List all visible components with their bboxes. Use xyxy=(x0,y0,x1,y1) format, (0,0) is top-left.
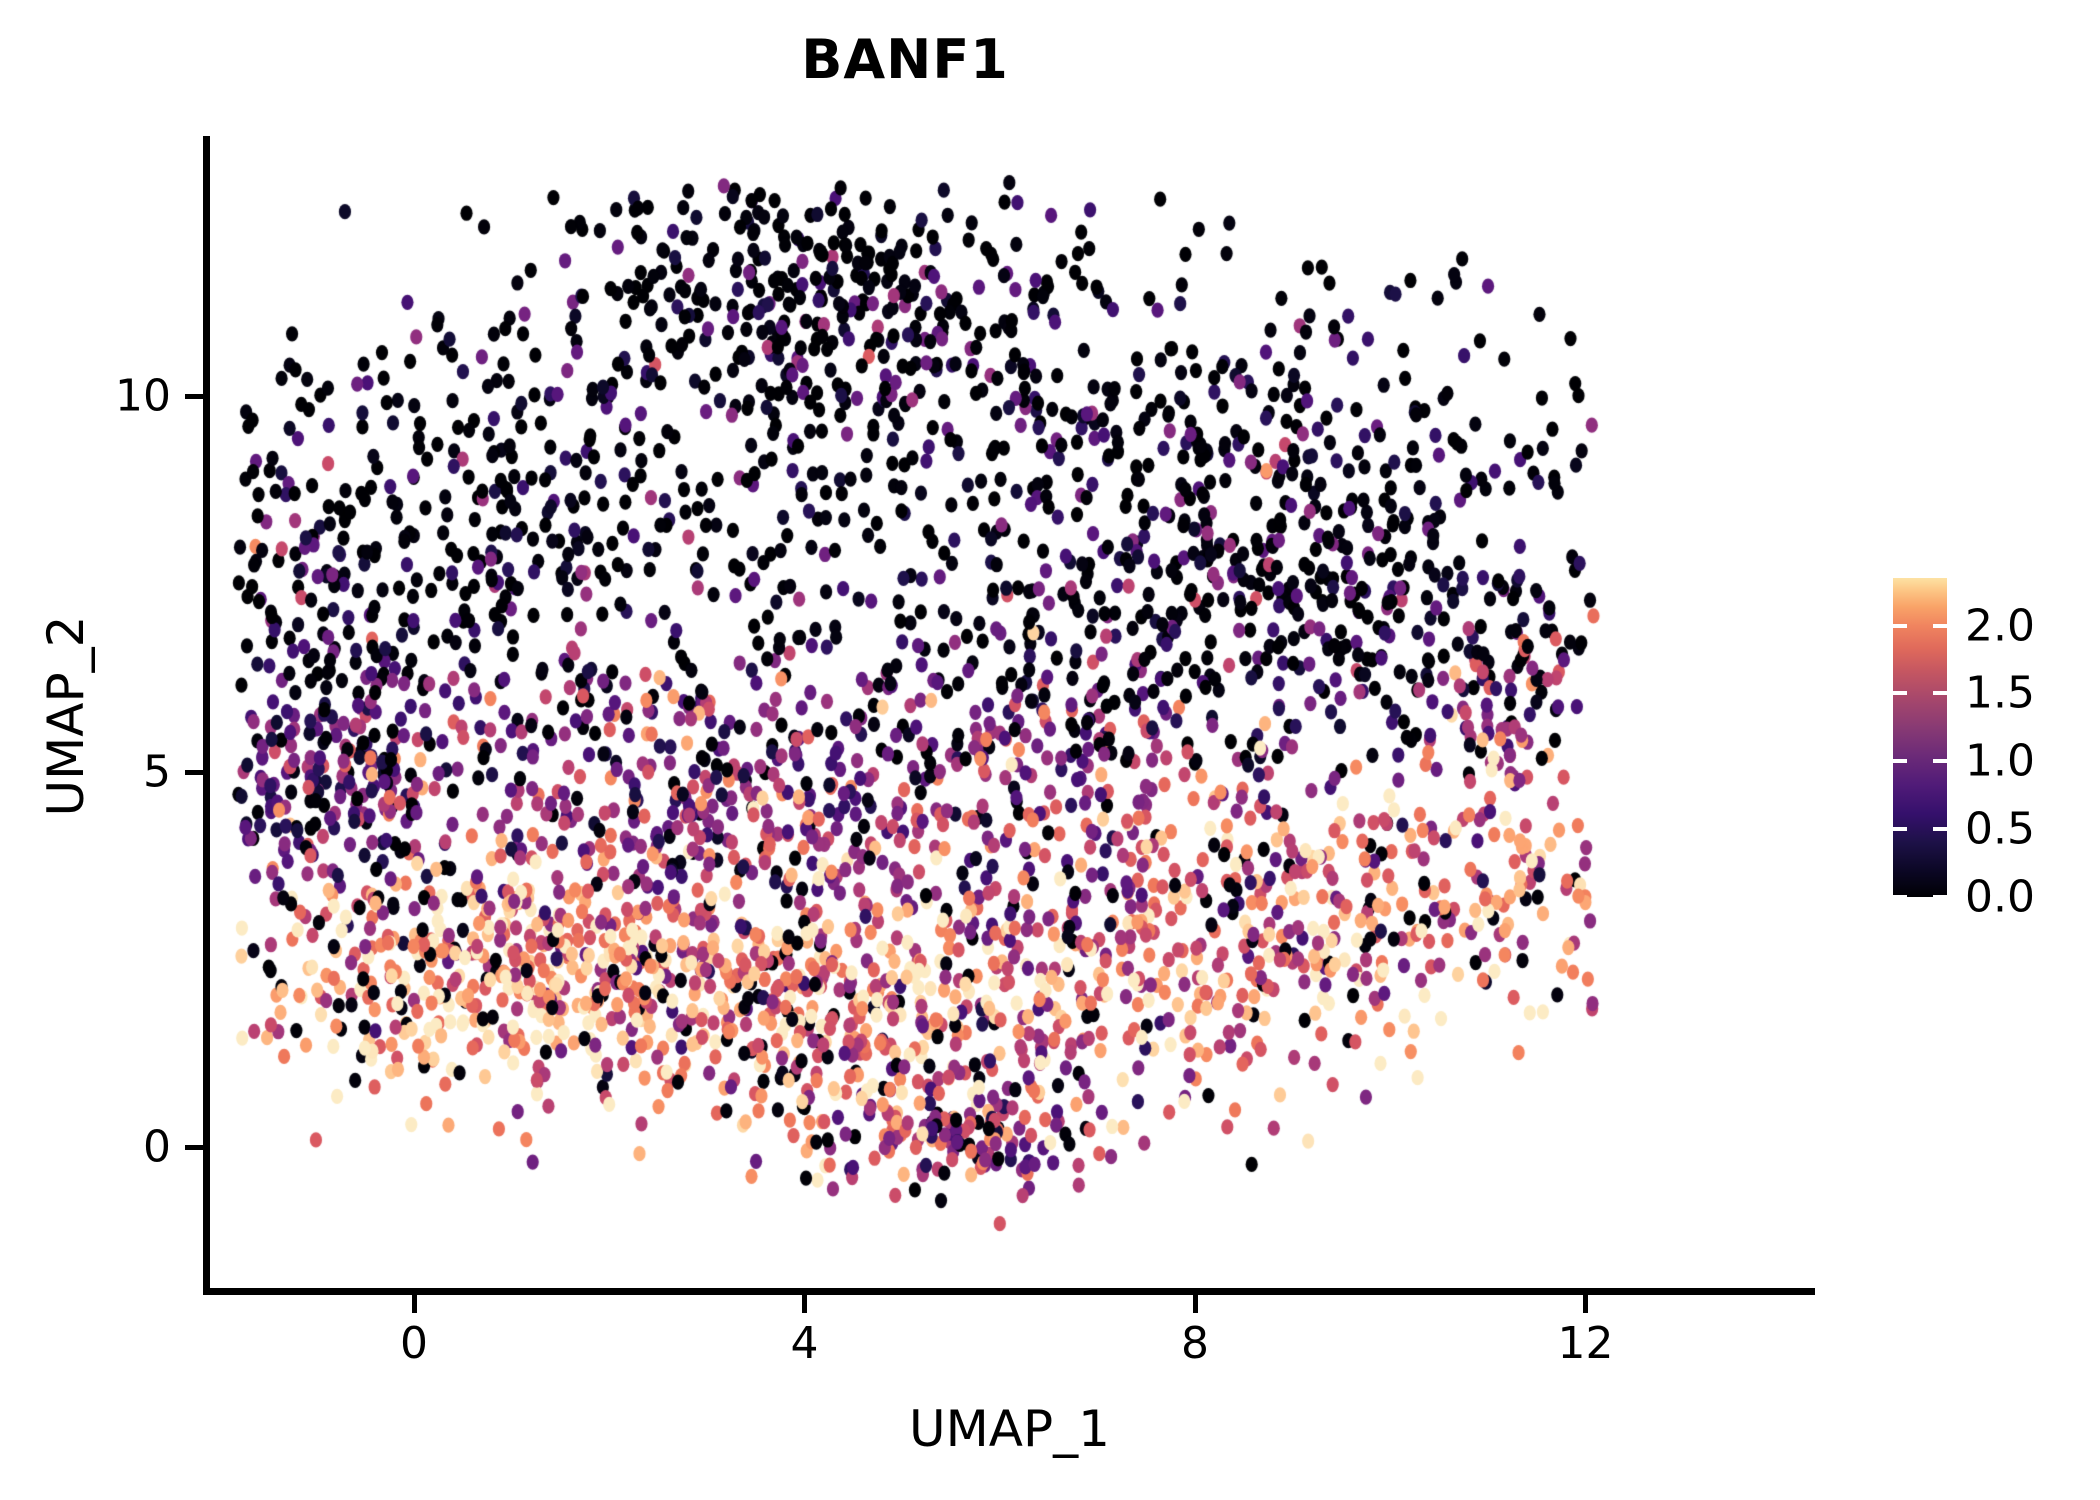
colorbar-tick-mark xyxy=(1933,827,1947,832)
x-axis-label: UMAP_1 xyxy=(909,1400,1110,1458)
y-tick-mark xyxy=(185,769,203,775)
x-tick-mark xyxy=(802,1295,808,1313)
colorbar-tick-label: 0.0 xyxy=(1965,871,2035,923)
x-axis-spine xyxy=(203,1288,1815,1295)
y-tick-label: 0 xyxy=(143,1121,171,1173)
colorbar-tick-label: 1.5 xyxy=(1965,667,2035,719)
page-title: BANF1 xyxy=(801,28,1009,91)
y-tick-mark xyxy=(185,1145,203,1151)
colorbar-tick-mark xyxy=(1933,691,1947,696)
colorbar-tick-mark xyxy=(1893,895,1907,899)
colorbar-tick-label: 2.0 xyxy=(1965,600,2035,651)
x-tick-mark xyxy=(1192,1295,1198,1313)
colorbar-tick-mark xyxy=(1933,623,1947,628)
colorbar-gradient[interactable] xyxy=(1893,578,1947,897)
colorbar-tick-label: 0.5 xyxy=(1965,803,2035,855)
x-tick-mark xyxy=(412,1295,417,1313)
x-tick-label: 4 xyxy=(790,1318,819,1369)
colorbar-tick-mark xyxy=(1893,827,1907,832)
scatter-points-canvas xyxy=(209,141,1810,1290)
x-tick-label: 12 xyxy=(1557,1318,1614,1369)
y-tick-mark xyxy=(185,394,203,400)
x-tick-label: 8 xyxy=(1180,1318,1209,1369)
y-axis-spine xyxy=(203,136,210,1295)
colorbar-tick-mark xyxy=(1933,895,1947,899)
x-tick-mark xyxy=(1583,1295,1589,1313)
colorbar-tick-mark xyxy=(1893,691,1907,696)
colorbar-tick-mark xyxy=(1933,759,1947,764)
y-tick-label: 5 xyxy=(143,746,171,798)
x-tick-label: 0 xyxy=(400,1318,428,1369)
scatter-plot-area xyxy=(209,141,1810,1290)
y-axis-label: UMAP_2 xyxy=(37,615,95,816)
colorbar-tick-mark xyxy=(1893,759,1907,764)
y-tick-label: 10 xyxy=(115,370,171,422)
colorbar-tick-mark xyxy=(1893,623,1907,628)
colorbar-tick-label: 1.0 xyxy=(1965,735,2035,787)
